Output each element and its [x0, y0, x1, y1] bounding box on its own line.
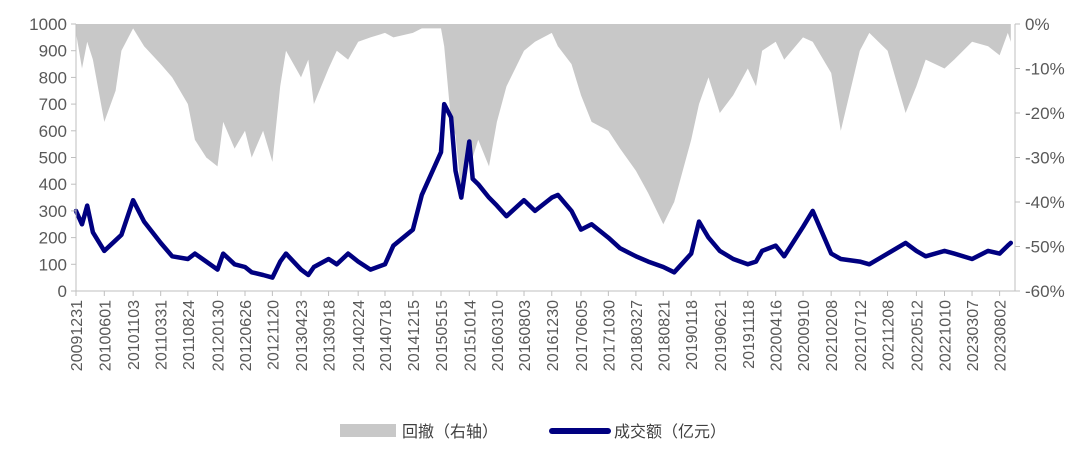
x-tick-label: 20211208	[881, 300, 898, 370]
legend-label-volume: 成交额（亿元）	[614, 423, 726, 441]
x-tick-label: 20120626	[238, 300, 255, 371]
x-tick-label: 20230802	[993, 300, 1010, 371]
y-right-tick-label: -30%	[1025, 149, 1065, 168]
x-tick-label: 20180821	[656, 300, 673, 371]
x-tick-label: 20210208	[824, 300, 841, 371]
y-left-tick-label: 0	[58, 282, 67, 301]
x-tick-label: 20150515	[434, 300, 451, 371]
y-right-tick-label: -20%	[1025, 104, 1065, 123]
y-left-tick-label: 200	[39, 229, 67, 248]
legend-label-drawdown: 回撤（右轴）	[402, 423, 498, 441]
x-tick-label: 20140224	[351, 300, 368, 371]
y-right-tick-label: 0%	[1025, 15, 1050, 34]
y-right-tick-label: -40%	[1025, 193, 1065, 212]
y-left-tick-label: 700	[39, 95, 67, 114]
x-tick-label: 20221010	[938, 300, 955, 371]
x-tick-label: 20130918	[322, 300, 339, 371]
x-tick-label: 20160803	[517, 300, 534, 371]
x-tick-label: 20230307	[965, 300, 982, 371]
x-tick-label: 20171030	[601, 300, 618, 371]
x-tick-label: 20180327	[629, 300, 646, 371]
x-tick-label: 20190118	[684, 300, 701, 370]
legend-swatch-drawdown	[340, 424, 396, 437]
x-tick-label: 20101103	[126, 300, 143, 370]
x-tick-label: 20190621	[713, 300, 730, 371]
x-tick-label: 20141215	[406, 300, 423, 371]
x-tick-label: 20151014	[462, 300, 479, 371]
x-tick-label: 20160310	[490, 300, 507, 371]
y-left-tick-label: 100	[39, 255, 67, 274]
y-left-tick-label: 300	[39, 202, 67, 221]
y-left-tick-label: 600	[39, 122, 67, 141]
x-tick-label: 20210712	[853, 300, 870, 371]
x-tick-label: 20110824	[181, 300, 198, 370]
x-tick-label: 20220512	[909, 300, 926, 371]
y-left-tick-label: 400	[39, 175, 67, 194]
drawdown-area	[76, 24, 1011, 224]
x-tick-label: 20140718	[378, 300, 395, 371]
x-tick-label: 20120130	[210, 300, 227, 371]
y-left-tick-label: 1000	[29, 15, 67, 34]
x-tick-label: 20100601	[97, 300, 114, 371]
x-tick-label: 20130423	[294, 300, 311, 371]
x-tick-label: 20161230	[545, 300, 562, 371]
y-right-tick-label: -10%	[1025, 60, 1065, 79]
y-right-tick-label: -60%	[1025, 282, 1065, 301]
x-tick-label: 20200416	[769, 300, 786, 371]
y-left-tick-label: 500	[39, 149, 67, 168]
x-tick-label: 20191118	[741, 300, 758, 369]
legend: 回撤（右轴） 成交额（亿元）	[340, 423, 726, 441]
x-tick-label: 20110331	[154, 300, 171, 370]
drawdown-area-layer	[76, 24, 1011, 224]
y-left-tick-label: 900	[39, 42, 67, 61]
y-right-tick-label: -50%	[1025, 238, 1065, 257]
x-tick-label: 20091231	[69, 300, 86, 371]
x-tick-label: 20121120	[265, 300, 282, 370]
x-tick-label: 20170605	[574, 300, 591, 371]
x-tick-label: 20200910	[796, 300, 813, 371]
y-left-tick-label: 800	[39, 68, 67, 87]
